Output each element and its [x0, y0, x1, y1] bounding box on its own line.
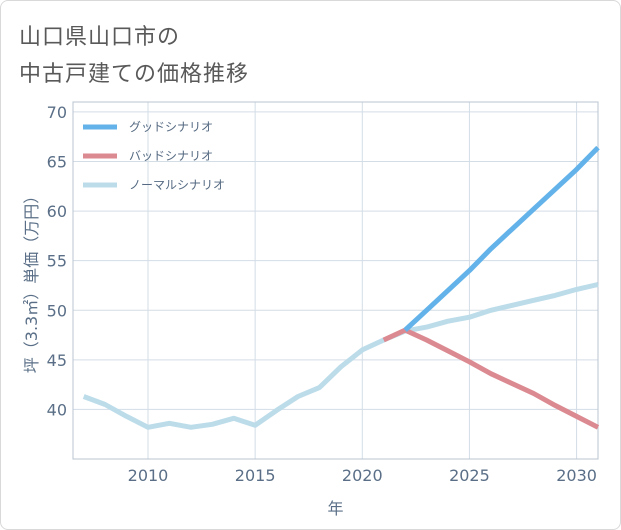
series-line-1 — [382, 327, 600, 430]
plot-area — [72, 101, 599, 460]
series-line-0 — [403, 145, 600, 332]
grid — [73, 102, 598, 459]
legend-label: ノーマルシナリオ — [129, 178, 225, 192]
y-tick-label: 60 — [47, 202, 67, 221]
x-tick-label: 2030 — [556, 466, 597, 485]
legend-label: バッドシナリオ — [129, 149, 213, 163]
y-axis-title: 坪（3.3㎡）単価（万円） — [22, 188, 41, 373]
series-line-2 — [82, 282, 599, 430]
y-tick-label: 65 — [47, 153, 67, 172]
chart-title-line1: 山口県山口市の — [19, 25, 181, 50]
y-tick-label: 45 — [47, 351, 67, 370]
x-axis-title: 年 — [327, 499, 343, 518]
x-tick-label: 2025 — [449, 466, 490, 485]
x-tick-label: 2010 — [128, 466, 169, 485]
y-tick-label: 40 — [47, 400, 67, 419]
x-tick-label: 2015 — [235, 466, 276, 485]
y-tick-label: 50 — [47, 301, 67, 320]
legend-label: グッドシナリオ — [129, 120, 213, 134]
y-tick-label: 70 — [47, 103, 67, 122]
chart-title-line2: 中古戸建ての価格推移 — [19, 62, 250, 87]
x-tick-label: 2020 — [342, 466, 383, 485]
series-layer — [82, 145, 600, 430]
y-tick-label: 55 — [47, 252, 67, 271]
ticks: 2010 2015 2020 2025 2030 40 45 50 55 60 65 70 — [47, 103, 597, 485]
